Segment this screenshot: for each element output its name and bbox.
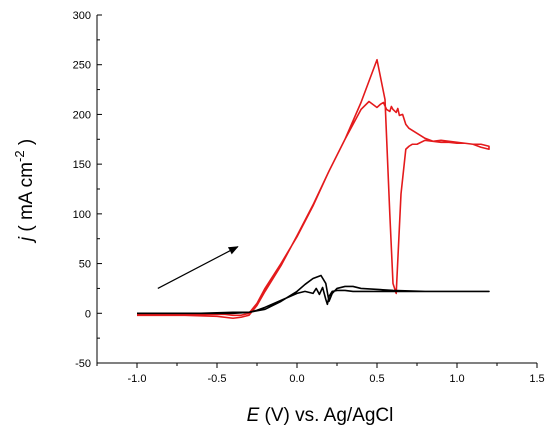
y-tick-label: 100 [73,209,91,221]
y-axis-unit-open: ( mA cm [16,162,37,237]
y-tick-label: 300 [73,10,91,22]
series-line-1 [137,276,489,314]
scan-direction-arrow [158,247,238,289]
y-tick-label: 200 [73,109,91,121]
x-tick-label: -0.5 [208,373,227,385]
y-tick-label: 50 [79,259,91,271]
x-tick-label: 1.5 [529,373,544,385]
x-axis-variable: E [247,405,260,426]
x-tick-label: -1.0 [128,373,147,385]
y-axis-title: j ( mA cm-2 ) [12,139,37,244]
annotation-layer [158,247,238,289]
y-tick-label: 250 [73,60,91,72]
plot-frame [97,15,537,363]
y-axis-ticks: -50 0 50 100 150 200 250 300 [73,10,102,370]
y-axis-unit-close: ) [16,139,37,151]
y-axis-unit-exponent: -2 [12,150,27,162]
series-layer [137,60,489,319]
x-axis-ticks: -1.0 -0.5 0.0 0.5 1.0 1.5 [97,363,545,385]
x-tick-label: 0.0 [289,373,304,385]
y-tick-label: -50 [75,358,91,370]
x-axis-unit: (V) vs. Ag/AgCl [259,405,393,426]
y-tick-label: 150 [73,159,91,171]
y-tick-label: 0 [85,308,91,320]
x-tick-label: 1.0 [449,373,464,385]
x-tick-label: 0.5 [369,373,384,385]
x-axis-title: E (V) vs. Ag/AgCl [247,405,394,426]
